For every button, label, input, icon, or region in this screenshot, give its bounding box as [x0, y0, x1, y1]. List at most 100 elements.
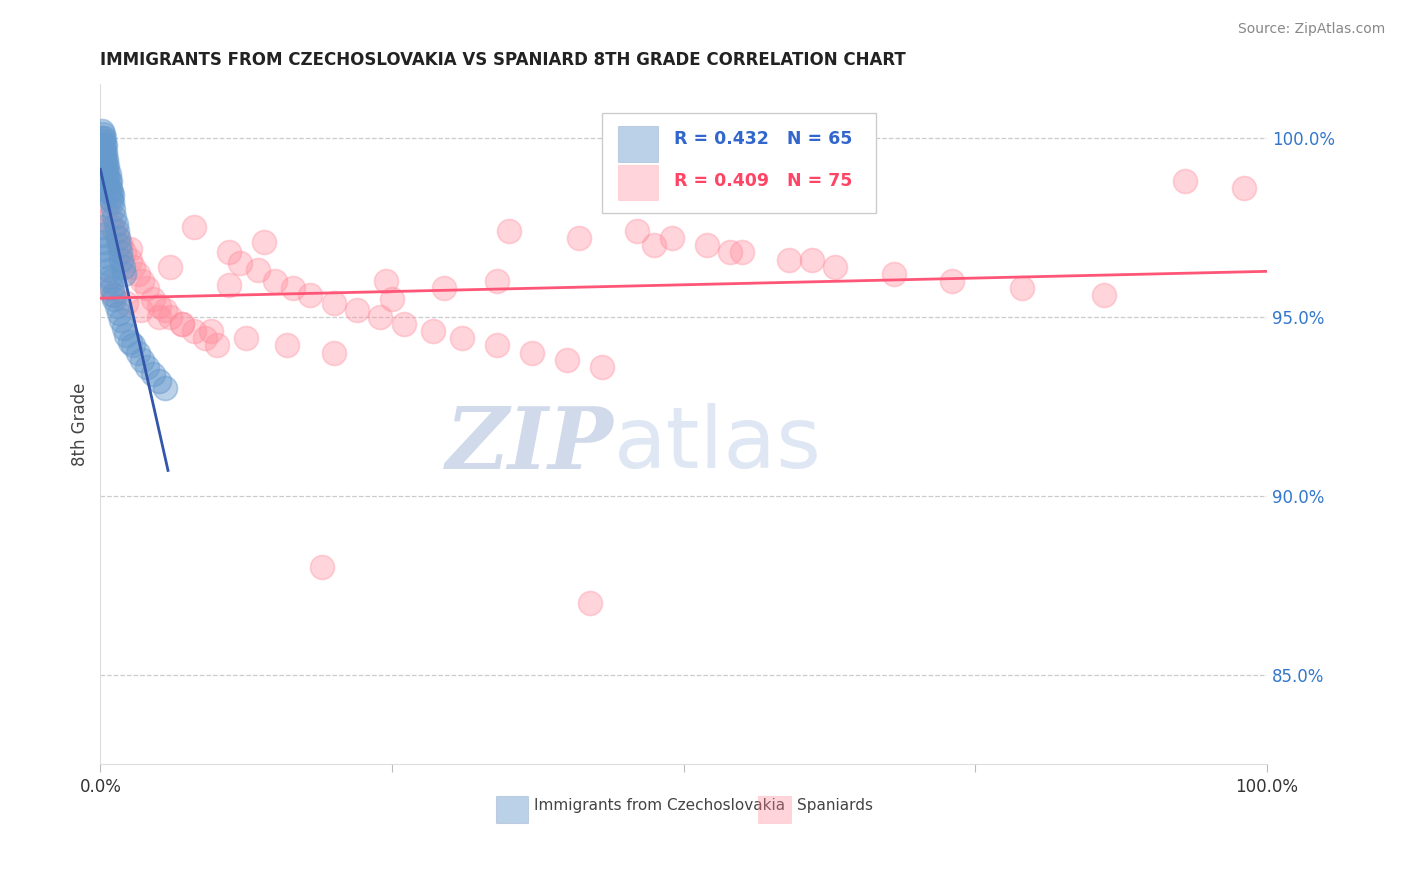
- Point: [98, 210, 121, 224]
- Point: [96, 160, 118, 174]
- Y-axis label: 8th Grade: 8th Grade: [72, 383, 89, 466]
- Point: [718, 245, 741, 260]
- Point: [110, 313, 132, 327]
- Point: [626, 224, 648, 238]
- Point: [96, 167, 118, 181]
- FancyBboxPatch shape: [758, 796, 792, 823]
- Point: [129, 302, 152, 317]
- Point: [883, 267, 905, 281]
- Point: [696, 238, 718, 252]
- Point: [375, 274, 398, 288]
- Text: R = 0.432   N = 65: R = 0.432 N = 65: [675, 130, 852, 148]
- Point: [91, 135, 114, 149]
- Point: [90, 138, 112, 153]
- Point: [93, 131, 115, 145]
- Point: [778, 252, 800, 267]
- Point: [148, 299, 170, 313]
- Point: [131, 352, 153, 367]
- Point: [115, 295, 138, 310]
- Point: [235, 331, 257, 345]
- Point: [136, 359, 159, 374]
- Point: [101, 220, 124, 235]
- Point: [96, 160, 118, 174]
- Point: [112, 320, 135, 334]
- Point: [108, 306, 131, 320]
- Point: [96, 281, 118, 295]
- Point: [103, 210, 125, 224]
- Point: [451, 331, 474, 345]
- Point: [218, 277, 240, 292]
- Point: [229, 256, 252, 270]
- Point: [941, 274, 963, 288]
- Point: [93, 145, 115, 160]
- Point: [104, 217, 127, 231]
- Point: [107, 231, 129, 245]
- Point: [108, 245, 131, 260]
- Point: [299, 288, 322, 302]
- Point: [800, 252, 823, 267]
- Point: [381, 292, 404, 306]
- Point: [97, 174, 120, 188]
- Point: [93, 235, 115, 249]
- Point: [579, 596, 602, 610]
- Point: [96, 178, 118, 192]
- Point: [824, 260, 846, 274]
- Point: [94, 138, 117, 153]
- Point: [100, 192, 122, 206]
- Point: [591, 359, 613, 374]
- Point: [94, 242, 117, 256]
- Text: ZIP: ZIP: [446, 403, 613, 486]
- Point: [170, 317, 193, 331]
- Point: [110, 252, 132, 267]
- FancyBboxPatch shape: [602, 112, 876, 213]
- Point: [153, 302, 176, 317]
- Point: [485, 274, 508, 288]
- Point: [1232, 181, 1254, 195]
- Point: [643, 238, 665, 252]
- Point: [96, 153, 118, 167]
- Point: [322, 345, 344, 359]
- Point: [148, 310, 170, 324]
- Point: [103, 288, 125, 302]
- FancyBboxPatch shape: [619, 165, 658, 201]
- Point: [97, 185, 120, 199]
- Point: [94, 145, 117, 160]
- Point: [392, 317, 415, 331]
- Point: [131, 274, 153, 288]
- Point: [661, 231, 683, 245]
- Point: [112, 245, 135, 260]
- Point: [731, 245, 754, 260]
- Point: [108, 238, 131, 252]
- Point: [485, 338, 508, 352]
- Point: [94, 153, 117, 167]
- Point: [276, 338, 298, 352]
- Point: [111, 260, 134, 274]
- Point: [520, 345, 543, 359]
- Point: [97, 167, 120, 181]
- Point: [183, 324, 205, 338]
- Point: [90, 131, 112, 145]
- Point: [200, 324, 222, 338]
- Point: [96, 256, 118, 270]
- Point: [93, 138, 115, 153]
- Point: [368, 310, 391, 324]
- Point: [311, 560, 333, 574]
- Point: [94, 163, 117, 178]
- Point: [498, 224, 520, 238]
- Point: [148, 374, 170, 388]
- Point: [101, 281, 124, 295]
- Point: [96, 202, 118, 217]
- Point: [105, 299, 128, 313]
- Point: [97, 263, 120, 277]
- Point: [91, 227, 114, 242]
- Point: [153, 381, 176, 395]
- Point: [91, 142, 114, 156]
- Point: [1092, 288, 1115, 302]
- Text: atlas: atlas: [613, 403, 821, 486]
- Text: IMMIGRANTS FROM CZECHOSLOVAKIA VS SPANIARD 8TH GRADE CORRELATION CHART: IMMIGRANTS FROM CZECHOSLOVAKIA VS SPANIA…: [100, 51, 905, 69]
- Point: [103, 288, 125, 302]
- FancyBboxPatch shape: [619, 127, 658, 161]
- Point: [555, 352, 578, 367]
- Point: [159, 260, 181, 274]
- Point: [110, 238, 132, 252]
